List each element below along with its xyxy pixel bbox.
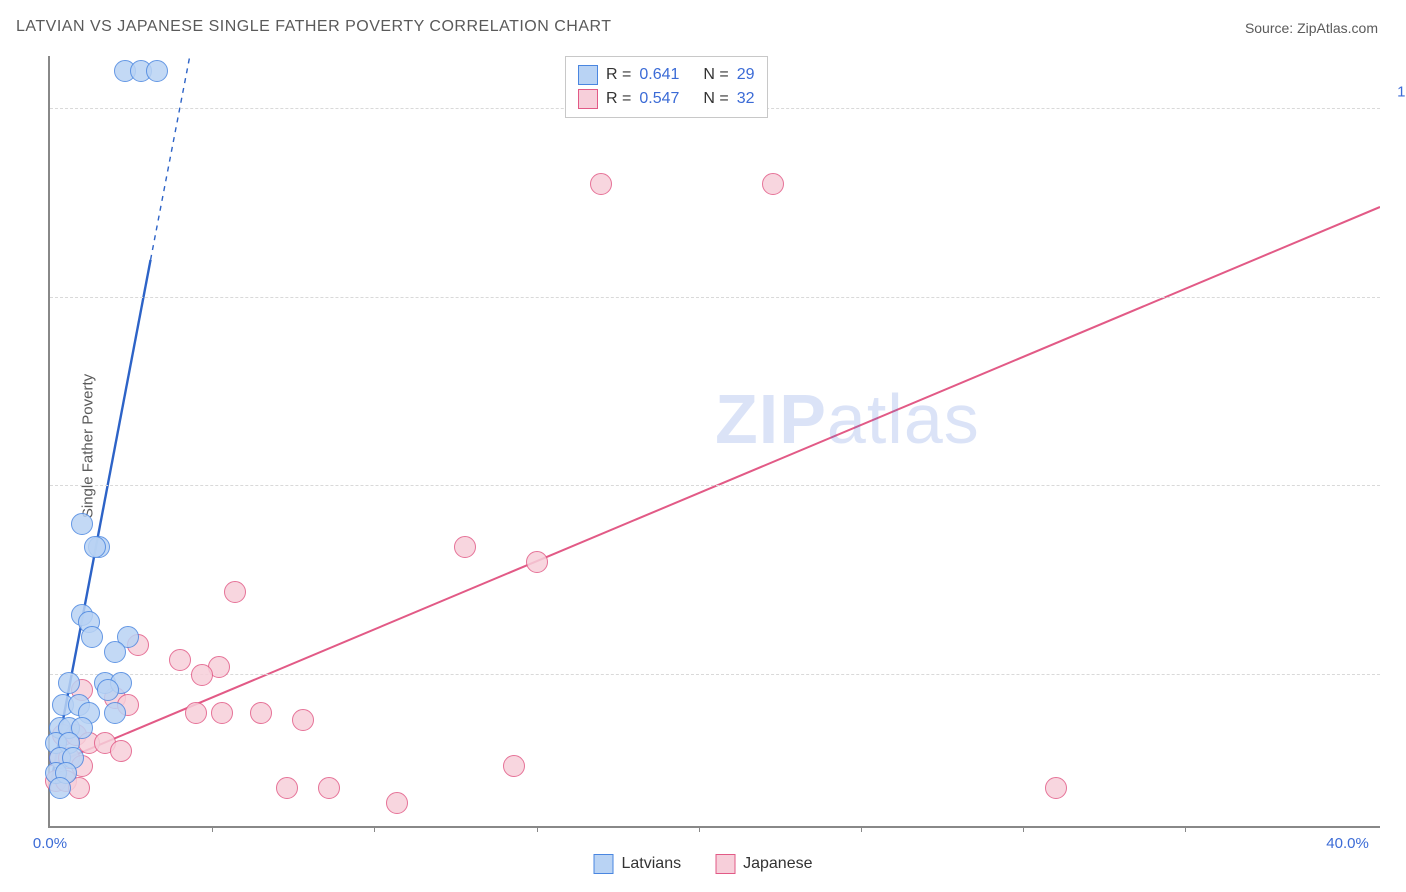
legend-row: R = 0.547 N = 32 <box>578 87 755 111</box>
point-latvians <box>71 513 93 535</box>
legend-item: Japanese <box>715 854 812 874</box>
gridline-h <box>50 297 1380 298</box>
n-value: 29 <box>737 63 755 87</box>
r-value: 0.641 <box>639 63 679 87</box>
point-latvians <box>97 679 119 701</box>
legend-swatch <box>594 854 614 874</box>
point-latvians <box>81 626 103 648</box>
r-label: R = <box>606 87 631 111</box>
point-japanese <box>1045 777 1067 799</box>
gridline-h <box>50 485 1380 486</box>
r-label: R = <box>606 63 631 87</box>
point-japanese <box>762 173 784 195</box>
watermark-atlas: atlas <box>827 380 980 458</box>
x-max-label: 40.0% <box>1326 835 1369 852</box>
point-japanese <box>318 777 340 799</box>
point-japanese <box>292 709 314 731</box>
x-tick <box>374 826 375 832</box>
source-attribution: Source: ZipAtlas.com <box>1245 20 1378 36</box>
point-latvians <box>146 60 168 82</box>
x-tick <box>699 826 700 832</box>
r-value: 0.547 <box>639 87 679 111</box>
legend-label: Latvians <box>622 855 682 873</box>
x-tick <box>537 826 538 832</box>
x-tick <box>212 826 213 832</box>
y-tick-label: 25.0% <box>1388 650 1406 667</box>
point-latvians <box>58 672 80 694</box>
legend-item: Latvians <box>594 854 682 874</box>
n-label: N = <box>703 63 728 87</box>
y-tick-label: 50.0% <box>1388 461 1406 478</box>
point-latvians <box>104 641 126 663</box>
legend-swatch <box>715 854 735 874</box>
x-tick <box>1023 826 1024 832</box>
point-japanese <box>526 551 548 573</box>
regression-line <box>151 56 193 260</box>
point-japanese <box>185 702 207 724</box>
gridline-h <box>50 674 1380 675</box>
scatter-plot: ZIPatlas 25.0%50.0%75.0%100.0%0.0%40.0% <box>48 56 1380 828</box>
point-japanese <box>276 777 298 799</box>
point-japanese <box>110 740 132 762</box>
point-japanese <box>590 173 612 195</box>
y-tick-label: 75.0% <box>1388 272 1406 289</box>
point-japanese <box>503 755 525 777</box>
point-japanese <box>211 702 233 724</box>
point-japanese <box>224 581 246 603</box>
legend-label: Japanese <box>743 855 812 873</box>
n-label: N = <box>703 87 728 111</box>
x-tick <box>861 826 862 832</box>
point-japanese <box>191 664 213 686</box>
watermark-zip: ZIP <box>715 380 827 458</box>
x-tick <box>1185 826 1186 832</box>
point-japanese <box>386 792 408 814</box>
point-latvians <box>49 777 71 799</box>
x-min-label: 0.0% <box>33 835 67 852</box>
point-japanese <box>250 702 272 724</box>
legend-swatch <box>578 89 598 109</box>
legend-swatch <box>578 65 598 85</box>
legend-row: R = 0.641 N = 29 <box>578 63 755 87</box>
y-tick-label: 100.0% <box>1388 83 1406 100</box>
n-value: 32 <box>737 87 755 111</box>
point-latvians <box>104 702 126 724</box>
point-japanese <box>169 649 191 671</box>
source-label: Source: <box>1245 20 1293 36</box>
source-link[interactable]: ZipAtlas.com <box>1297 20 1378 36</box>
chart-title: LATVIAN VS JAPANESE SINGLE FATHER POVERT… <box>16 18 612 36</box>
correlation-legend: R = 0.641 N = 29 R = 0.547 N = 32 <box>565 56 768 118</box>
watermark: ZIPatlas <box>715 379 980 459</box>
point-japanese <box>454 536 476 558</box>
point-latvians <box>84 536 106 558</box>
series-legend: Latvians Japanese <box>594 854 813 874</box>
